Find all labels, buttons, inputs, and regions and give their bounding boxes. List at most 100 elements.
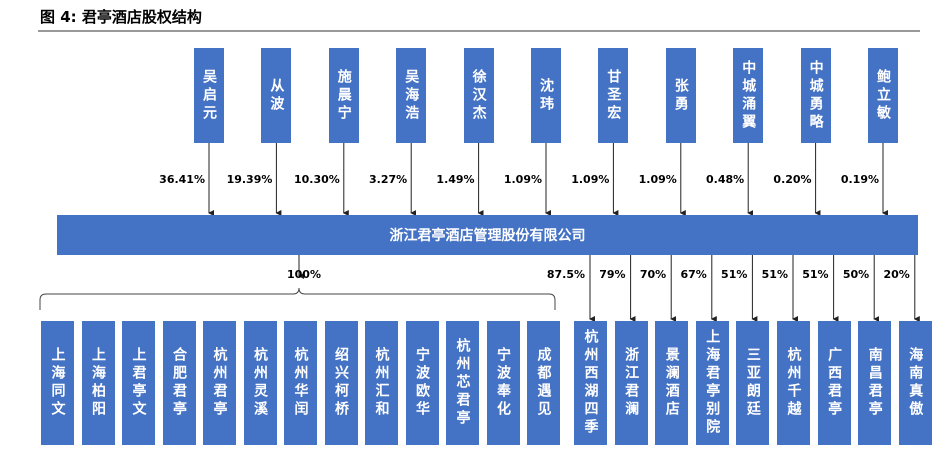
subsidiary-box-text: 合肥君亭 [171,347,187,419]
group-pct: 100% [275,268,351,281]
shareholder-box-text: 施晨宁 [335,68,352,123]
subsidiary-pct: 51% [769,268,829,281]
shareholder-box-text: 沈玮 [538,77,554,114]
shareholder-pct: 19.39% [212,173,273,186]
shareholder-box: 甘圣宏 [598,48,629,143]
subsidiary-box-text: 杭州灵溪 [252,347,268,419]
shareholder-pct-text: 0.19% [840,173,879,186]
shareholder-box-text: 甘圣宏 [605,68,622,123]
shareholder-pct: 0.20% [752,173,812,186]
subsidiary-box-text: 南昌君亭 [866,347,883,419]
subsidiary-pct: 51% [728,268,788,281]
subsidiary-box: 杭州灵溪 [243,321,277,445]
subsidiary-box: 三亚朗廷 [736,321,770,445]
subsidiary-box: 上君亭文 [122,321,155,445]
group-pct-text: 100% [287,268,321,281]
title: 图 4: 君亭酒店股权结构 [40,8,202,26]
shareholder-pct: 1.09% [482,173,542,186]
subsidiary-box-text: 浙江君澜 [623,347,640,419]
shareholder-pct-text: 3.27% [369,173,408,186]
subsidiary-box: 上海柏阳 [81,321,115,445]
subsidiary-box-text: 杭州华闰 [292,347,309,419]
subsidiary-box-text: 上君亭文 [130,347,147,419]
subsidiary-box-text: 杭州西湖四季 [582,329,599,437]
shareholder-box-text: 张勇 [672,77,689,114]
shareholder-pct: 3.27% [347,173,407,186]
subsidiary-box-text: 广西君亭 [826,347,843,419]
subsidiary-pct-text: 51% [802,268,829,281]
subsidiary-box: 南昌君亭 [858,321,892,445]
subsidiary-box: 海南真傲 [898,321,932,445]
shareholder-box: 徐汉杰 [463,48,494,143]
shareholder-box-text: 吴启元 [201,68,217,123]
subsidiary-box: 景澜酒店 [655,321,689,445]
shareholder-box-text: 从波 [268,77,285,114]
subsidiary-box: 杭州芯君亭 [446,321,479,445]
shareholder-box: 吴海浩 [396,48,427,143]
shareholder-box-text: 徐汉杰 [470,68,487,123]
shareholder-box-text: 中城涌翼 [740,59,757,132]
subsidiary-pct: 70% [606,268,666,281]
subsidiary-box: 杭州君亭 [203,321,236,445]
shareholder-box: 中城涌翼 [733,48,764,143]
shareholder-pct-text: 1.09% [503,173,542,186]
shareholder-pct-text: 10.30% [293,173,340,186]
subsidiary-box: 浙江君澜 [614,321,648,445]
subsidiary-box-text: 成都遇见 [535,347,552,419]
subsidiary-box: 成都遇见 [527,321,560,445]
subsidiary-box: 绍兴柯桥 [324,321,358,445]
subsidiary-pct-text: 79% [599,268,626,281]
shareholder-box: 沈玮 [531,48,561,143]
subsidiary-box: 杭州汇和 [365,321,398,445]
subsidiary-box-text: 景澜酒店 [663,347,680,419]
subsidiary-box: 杭州西湖四季 [574,321,607,445]
subsidiary-pct-text: 50% [842,268,870,281]
shareholder-box: 吴启元 [194,48,224,143]
subsidiary-box-text: 杭州千越 [785,347,802,419]
company-box: 浙江君亭酒店管理股份有限公司 [57,215,918,255]
subsidiary-pct: 20% [850,268,910,281]
subsidiary-box: 宁波欧华 [405,321,439,445]
shareholder-pct: 0.48% [684,173,744,186]
subsidiary-pct: 51% [687,268,747,281]
company-name: 浙江君亭酒店管理股份有限公司 [389,228,586,244]
subsidiary-pct: 67% [647,268,707,281]
shareholder-box: 从波 [261,48,292,143]
shareholder-pct-text: 1.49% [436,173,475,186]
subsidiary-box: 合肥君亭 [162,321,196,445]
subsidiary-pct-text: 87.5% [546,268,585,281]
shareholder-pct-text: 36.41% [159,173,205,186]
shareholder-box: 鲍立敏 [868,48,898,143]
subsidiary-box: 杭州华闰 [284,321,317,445]
shareholder-pct: 36.41% [145,173,205,186]
shareholder-pct-text: 1.09% [638,173,677,186]
shareholder-box-text: 中城勇略 [807,59,824,132]
subsidiary-box: 宁波奉化 [486,321,520,445]
subsidiary-box-text: 上海柏阳 [90,347,106,419]
shareholder-pct: 1.49% [415,173,475,186]
subsidiary-box-text: 杭州汇和 [373,347,390,419]
shareholder-pct: 0.19% [819,173,879,186]
subsidiary-pct-text: 51% [721,268,748,281]
shareholder-pct-text: 0.20% [773,173,812,186]
subsidiary-box: 杭州千越 [777,321,810,445]
subsidiary-pct-text: 20% [883,268,910,281]
subsidiary-pct-text: 51% [761,268,788,281]
shareholder-pct: 1.09% [617,173,677,186]
subsidiary-box-text: 杭州君亭 [211,347,228,419]
subsidiary-pct: 50% [809,268,869,281]
subsidiary-pct-text: 70% [639,268,667,281]
subsidiary-box-text: 杭州芯君亭 [454,338,471,428]
shareholder-box: 张勇 [665,48,696,143]
shareholder-pct-text: 1.09% [571,173,610,186]
subsidiary-pct-text: 67% [680,268,707,281]
subsidiary-box: 广西君亭 [817,321,851,445]
shareholder-box: 中城勇略 [800,48,831,143]
shareholder-box: 施晨宁 [328,48,359,143]
shareholder-box-text: 鲍立敏 [875,68,891,123]
subsidiary-box-text: 上海君亭别院 [704,329,721,437]
subsidiary-pct: 87.5% [525,268,585,281]
shareholder-pct: 10.30% [280,173,340,186]
